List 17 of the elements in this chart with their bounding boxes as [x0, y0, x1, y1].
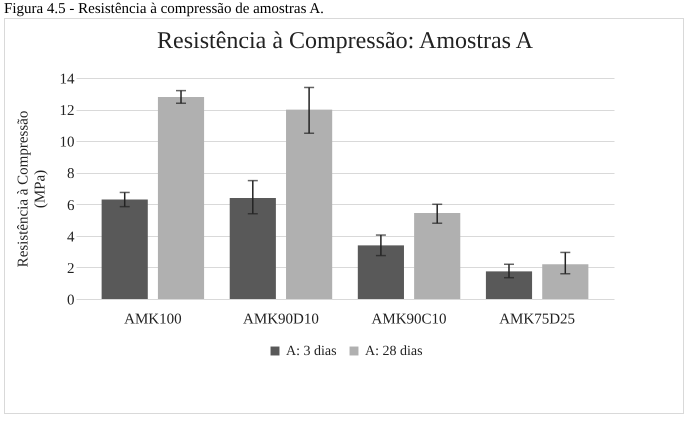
y-tick-label: 12 [60, 103, 74, 120]
chart-title: Resistência à Compressão: Amostras A [157, 28, 534, 54]
y-tick-label: 4 [67, 229, 75, 246]
legend-label: A: 28 dias [365, 344, 423, 359]
y-tick-label: 0 [67, 292, 74, 308]
x-tick-label: AMK90D10 [243, 312, 319, 328]
legend-label: A: 3 dias [286, 344, 337, 359]
text: Figura 4.5 - Resistência à compressão de amostras A. [3, 0, 325, 18]
x-tick-label: AMK100 [124, 312, 182, 328]
y-tick-label: 8 [67, 166, 74, 182]
y-tick-label: 2 [67, 260, 74, 277]
y-axis-title: Resistência à Compressão (MPa) [16, 110, 48, 268]
y-tick-label: 6 [67, 198, 75, 214]
y-tick-label: 14 [60, 72, 75, 88]
x-tick-label: AMK90C10 [372, 312, 447, 328]
y-tick-label: 10 [60, 134, 74, 151]
x-tick-label: AMK75D25 [499, 312, 576, 328]
